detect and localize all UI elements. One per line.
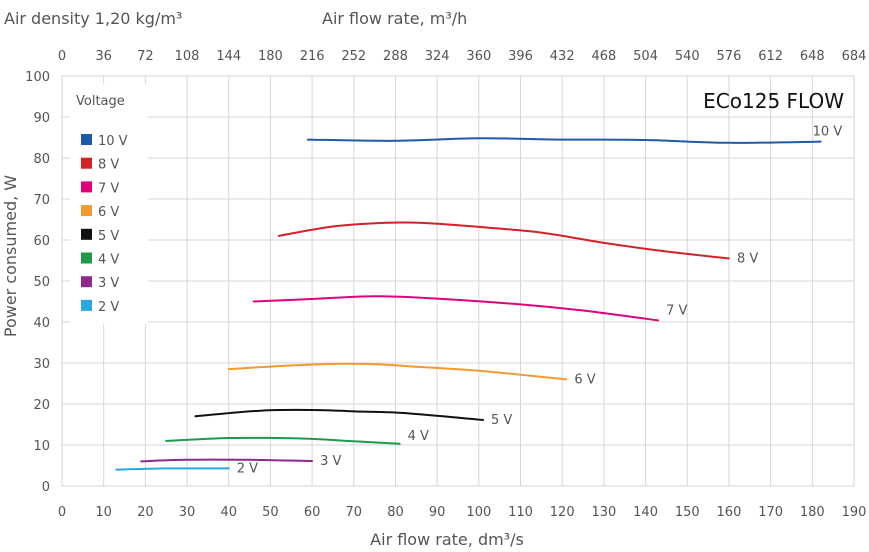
series-end-labels: 10 V 8 V 7 V 6 V 5 V 4 V 3 V 2 V <box>237 125 843 477</box>
x-tick-label: 10 <box>95 505 112 520</box>
y-tick-label: 0 <box>42 480 50 495</box>
top-tick-label: 252 <box>341 49 366 64</box>
y-tick-label: 30 <box>33 357 50 372</box>
series-line-2v <box>115 467 230 471</box>
top-tick-label: 324 <box>425 49 450 64</box>
series-line-3v <box>140 458 314 463</box>
x-tick-label: 70 <box>346 505 363 520</box>
top-axis-ticks: 0 36 72 108 144 180 216 252 288 324 360 396 432 468 50… <box>58 49 867 64</box>
y-tick-label: 60 <box>33 234 50 249</box>
x-tick-label: 140 <box>633 505 658 520</box>
x-tick-label: 20 <box>137 505 154 520</box>
y-tick-label: 40 <box>33 316 50 331</box>
x-tick-label: 150 <box>675 505 700 520</box>
x-tick-label: 120 <box>550 505 575 520</box>
legend-swatch-4v <box>81 252 92 264</box>
top-axis-title: Air flow rate, m³/h <box>322 9 467 28</box>
x-tick-label: 180 <box>800 505 825 520</box>
y-axis-title: Power consumed, W <box>1 175 20 337</box>
series-line-7v <box>252 295 660 322</box>
legend-label-6v: 6 V <box>98 205 119 220</box>
gridlines <box>61 75 855 487</box>
top-tick-label: 468 <box>591 49 616 64</box>
legend-swatch-3v <box>81 276 92 288</box>
x-tick-label: 100 <box>466 505 491 520</box>
series-end-label-6v: 6 V <box>574 372 595 387</box>
legend-label-2v: 2 V <box>98 300 119 315</box>
legend-label-4v: 4 V <box>98 253 119 268</box>
x-tick-label: 80 <box>387 505 404 520</box>
series-end-label-7v: 7 V <box>666 303 687 318</box>
top-tick-label: 36 <box>95 49 112 64</box>
legend-label-7v: 7 V <box>98 181 119 196</box>
series-lines <box>115 137 822 471</box>
y-axis-ticks: 0 10 20 30 40 50 60 70 80 90 100 <box>25 70 50 495</box>
x-tick-label: 190 <box>842 505 867 520</box>
top-tick-label: 540 <box>675 49 700 64</box>
y-tick-label: 80 <box>33 152 50 167</box>
top-tick-label: 684 <box>842 49 867 64</box>
top-tick-label: 432 <box>550 49 575 64</box>
legend-swatch-7v <box>81 181 92 193</box>
legend-swatch-5v <box>81 228 92 240</box>
x-tick-label: 130 <box>591 505 616 520</box>
y-tick-label: 90 <box>33 111 50 126</box>
series-end-label-5v: 5 V <box>491 413 512 428</box>
top-tick-label: 504 <box>633 49 658 64</box>
legend-swatch-6v <box>81 205 92 217</box>
legend-swatch-2v <box>81 299 92 311</box>
y-tick-label: 20 <box>33 398 50 413</box>
top-tick-label: 108 <box>175 49 200 64</box>
series-line-5v <box>194 408 484 421</box>
series-line-10v <box>306 137 822 144</box>
x-tick-label: 40 <box>220 505 237 520</box>
x-tick-label: 0 <box>58 505 66 520</box>
top-tick-label: 648 <box>800 49 825 64</box>
top-tick-label: 216 <box>300 49 325 64</box>
top-tick-label: 576 <box>717 49 742 64</box>
y-tick-label: 10 <box>33 439 50 454</box>
y-tick-label: 50 <box>33 275 50 290</box>
top-tick-label: 612 <box>758 49 783 64</box>
x-tick-label: 170 <box>758 505 783 520</box>
top-tick-label: 180 <box>258 49 283 64</box>
series-line-8v <box>277 221 730 260</box>
legend-label-10v: 10 V <box>98 134 128 149</box>
x-axis-ticks: 0 10 20 30 40 50 60 70 80 90 100 110 120 130 140 150 160… <box>58 505 867 520</box>
top-tick-label: 360 <box>466 49 491 64</box>
top-tick-label: 396 <box>508 49 533 64</box>
chart-title: ECo125 FLOW <box>703 89 844 113</box>
y-tick-label: 70 <box>33 193 50 208</box>
x-tick-label: 90 <box>429 505 446 520</box>
legend: Voltage 10 V 8 V 7 V 6 V 5 V 4 V 3 V 2 V <box>70 84 148 324</box>
series-line-4v <box>165 436 401 445</box>
legend-label-8v: 8 V <box>98 158 119 173</box>
top-tick-label: 144 <box>216 49 241 64</box>
x-tick-label: 30 <box>179 505 196 520</box>
legend-title: Voltage <box>76 94 125 109</box>
air-density-label: Air density 1,20 kg/m³ <box>4 9 182 28</box>
series-end-label-2v: 2 V <box>237 461 258 476</box>
series-line-6v <box>227 362 568 381</box>
legend-label-3v: 3 V <box>98 276 119 291</box>
x-tick-label: 60 <box>304 505 321 520</box>
series-end-label-10v: 10 V <box>813 125 843 140</box>
legend-swatch-8v <box>81 157 92 169</box>
legend-label-5v: 5 V <box>98 229 119 244</box>
y-tick-label: 100 <box>25 70 50 85</box>
series-end-label-3v: 3 V <box>320 454 341 469</box>
top-tick-label: 288 <box>383 49 408 64</box>
series-end-label-4v: 4 V <box>408 429 429 444</box>
x-tick-label: 160 <box>717 505 742 520</box>
top-tick-label: 0 <box>58 49 66 64</box>
series-end-label-8v: 8 V <box>737 251 758 266</box>
x-tick-label: 50 <box>262 505 279 520</box>
legend-swatch-10v <box>81 134 92 145</box>
x-axis-title: Air flow rate, dm³/s <box>370 530 524 549</box>
top-tick-label: 72 <box>137 49 154 64</box>
x-tick-label: 110 <box>508 505 533 520</box>
